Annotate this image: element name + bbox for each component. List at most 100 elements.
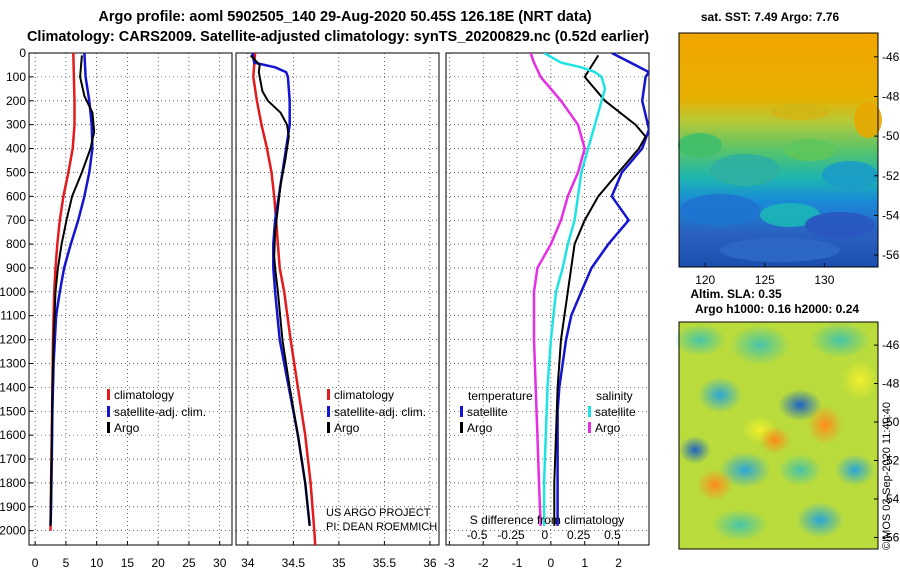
figure-title-line1: Argo profile: aoml 5902505_140 29-Aug-20… bbox=[98, 9, 591, 25]
lat-tick-label: -48 bbox=[882, 377, 900, 391]
legend-climatology-label: climatology bbox=[334, 388, 394, 402]
sst-map-frame bbox=[678, 32, 879, 268]
x-tick-label: 0 bbox=[548, 556, 555, 570]
s-difference-tick-label: 0 bbox=[541, 528, 548, 542]
depth-tick-label: 1100 bbox=[0, 309, 26, 323]
sla-map-title: Altim. SLA: 0.35 bbox=[690, 287, 782, 301]
legend-satellite-label: satellite-adj. clim. bbox=[334, 405, 426, 419]
s-difference-tick-labels: -0.5 -0.25 0 0.25 0.5 bbox=[467, 528, 621, 542]
salinity-legend: climatology satellite-adj. clim. Argo bbox=[327, 388, 426, 435]
salinity-grid bbox=[236, 52, 439, 545]
lat-tick-label: -46 bbox=[882, 338, 900, 352]
figure-title-line2: Climatology: CARS2009. Satellite-adjuste… bbox=[27, 29, 649, 45]
lat-tick-label: -48 bbox=[882, 89, 900, 103]
sla-map-lat-ticks: -46 -48 -50 -52 -54 -56 bbox=[874, 338, 900, 544]
legend-argo-swatch bbox=[327, 422, 330, 433]
salinity-lines bbox=[249, 53, 317, 545]
depth-tick-label: 700 bbox=[6, 213, 26, 227]
legend-t-argo-swatch bbox=[460, 422, 463, 433]
lat-tick-label: -50 bbox=[882, 129, 900, 143]
imos-timestamp: ©IMOS 03-Sep-2020 11:40:40 bbox=[881, 402, 893, 550]
depth-tick-label: 1900 bbox=[0, 500, 26, 514]
temperature-tick-labels: 0 5 10 15 20 25 30 bbox=[32, 541, 227, 570]
sla-map-frame bbox=[678, 321, 879, 550]
lat-tick-label: -46 bbox=[882, 50, 900, 64]
legend-climatology-swatch bbox=[107, 389, 110, 400]
difference-lines bbox=[529, 53, 649, 526]
temperature-lines bbox=[49, 53, 96, 531]
series-line-s-satellite bbox=[542, 53, 607, 526]
series-line-satellite-adj-clim- bbox=[49, 53, 94, 526]
depth-tick-label: 800 bbox=[6, 237, 26, 251]
lat-tick-label: -56 bbox=[882, 530, 900, 544]
temperature-legend: climatology satellite-adj. clim. Argo bbox=[107, 388, 206, 435]
depth-tick-label: 100 bbox=[6, 70, 26, 84]
depth-tick-label: 1400 bbox=[0, 380, 26, 394]
lat-tick-label: -56 bbox=[882, 248, 900, 262]
x-tick-label: 35.5 bbox=[373, 556, 397, 570]
difference-tick-labels: -3 -2 -1 0 1 2 bbox=[444, 541, 622, 570]
lat-tick-label: -54 bbox=[882, 492, 900, 506]
legend-s-argo-swatch bbox=[588, 422, 591, 433]
depth-tick-label: 600 bbox=[6, 189, 26, 203]
x-tick-label: 34 bbox=[241, 556, 255, 570]
x-tick-label: 10 bbox=[90, 556, 104, 570]
depth-tick-label: 1300 bbox=[0, 356, 26, 370]
lon-tick-label: 125 bbox=[755, 273, 775, 287]
x-tick-label: 30 bbox=[213, 556, 227, 570]
depth-tick-label: 1800 bbox=[0, 476, 26, 490]
legend-satellite-swatch bbox=[107, 406, 110, 417]
depth-tick-label: 500 bbox=[6, 165, 26, 179]
salinity-panel: 34 34.5 35 35.5 36 climatology satellite-adj… bbox=[235, 52, 440, 570]
sst-map-title: sat. SST: 7.49 Argo: 7.76 bbox=[701, 10, 840, 24]
sst-map-lat-ticks: -46 -48 -50 -52 -54 -56 bbox=[874, 50, 900, 262]
legend-t-satellite-swatch bbox=[460, 406, 463, 417]
sst-map-features bbox=[678, 102, 882, 262]
depth-tick-label: 1200 bbox=[0, 333, 26, 347]
x-tick-label: 35 bbox=[332, 556, 346, 570]
legend-argo-label: Argo bbox=[334, 421, 360, 435]
depth-tick-label: 1000 bbox=[0, 285, 26, 299]
x-tick-label: -1 bbox=[512, 556, 523, 570]
lat-tick-label: -54 bbox=[882, 208, 900, 222]
legend-s-satellite-swatch bbox=[588, 406, 591, 417]
depth-tick-label: 1600 bbox=[0, 428, 26, 442]
legend-t-argo-label: Argo bbox=[467, 421, 493, 435]
legend-climatology-swatch bbox=[327, 389, 330, 400]
x-tick-label: 0 bbox=[32, 556, 39, 570]
legend-salinity-title: salinity bbox=[596, 389, 633, 403]
sla-map-features bbox=[674, 322, 878, 541]
temperature-panel-frame bbox=[28, 52, 233, 546]
lon-tick-label: 130 bbox=[814, 273, 834, 287]
legend-satellite-label: satellite-adj. clim. bbox=[114, 405, 206, 419]
difference-panel: -3 -2 -1 0 1 2 temperature salinity satellite… bbox=[444, 52, 650, 570]
series-line-s-argo bbox=[529, 53, 586, 526]
series-line-argo bbox=[49, 55, 96, 526]
series-line-argo bbox=[249, 54, 311, 527]
x-tick-label: 20 bbox=[152, 556, 166, 570]
legend-t-satellite-label: satellite bbox=[467, 405, 508, 419]
legend-s-satellite-label: satellite bbox=[595, 405, 636, 419]
depth-tick-labels: 0 100 200 300 400 500 600 700 800 900 1000 1100 1200… bbox=[0, 46, 33, 538]
lat-tick-label: -50 bbox=[882, 415, 900, 429]
x-tick-label: 25 bbox=[182, 556, 196, 570]
legend-s-argo-label: Argo bbox=[595, 421, 621, 435]
lon-tick-label: 120 bbox=[695, 273, 715, 287]
depth-tick-label: 200 bbox=[6, 94, 26, 108]
x-tick-label: 2 bbox=[615, 556, 622, 570]
s-difference-tick-label: 0.5 bbox=[604, 528, 621, 542]
depth-tick-label: 0 bbox=[19, 46, 26, 60]
x-tick-label: 36 bbox=[423, 556, 437, 570]
difference-legend: temperature salinity satellite Argo sate… bbox=[460, 389, 636, 435]
sla-map: Altim. SLA: 0.35 Argo h1000: 0.16 h2000:… bbox=[674, 287, 900, 550]
s-difference-tick-label: -0.5 bbox=[467, 528, 488, 542]
x-tick-label: 5 bbox=[63, 556, 70, 570]
depth-tick-label: 2000 bbox=[0, 524, 26, 538]
legend-climatology-label: climatology bbox=[114, 388, 174, 402]
temperature-panel: 0100200300400500600700800900100011001200… bbox=[0, 46, 233, 570]
s-difference-label: S difference from climatology bbox=[470, 513, 625, 527]
series-line-climatology bbox=[252, 53, 317, 545]
sla-map-subtitle: Argo h1000: 0.16 h2000: 0.24 bbox=[695, 302, 859, 316]
s-difference-tick-label: 0.25 bbox=[567, 528, 591, 542]
